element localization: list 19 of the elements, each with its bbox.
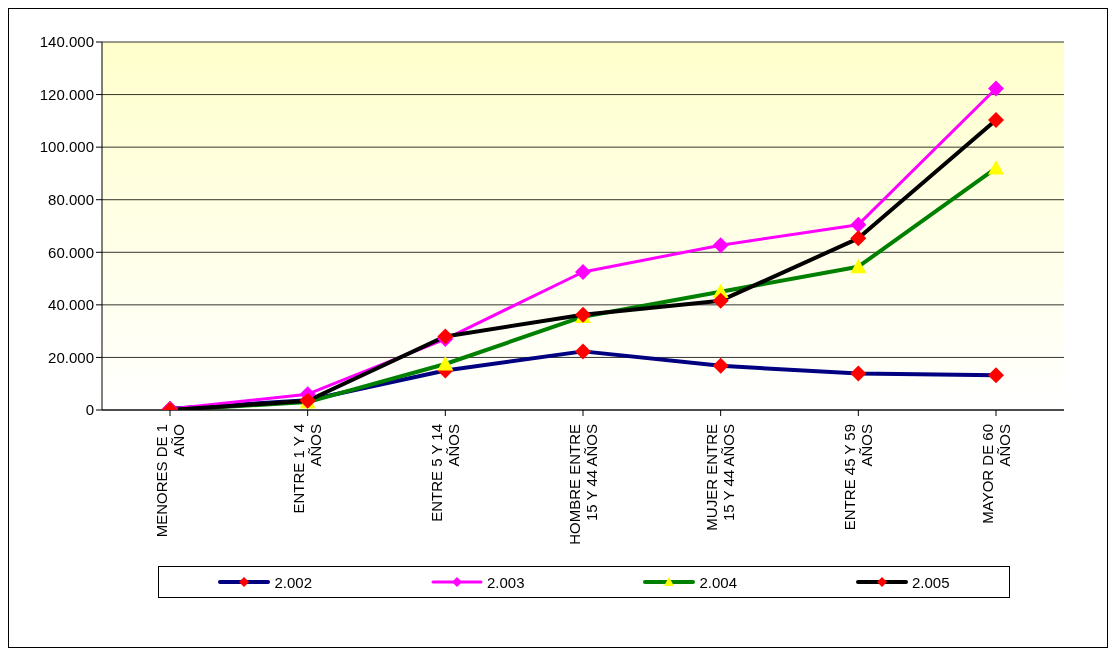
y-tick-label: 80.000 [48,191,94,209]
x-tick-label: ENTRE 1 Y 4 AÑOS [290,424,325,514]
y-tick-label: 120.000 [39,85,94,103]
y-tick-label: 40.000 [48,296,94,314]
y-tick-label: 60.000 [48,243,94,261]
x-tick-label: ENTRE 5 Y 14 AÑOS [427,424,462,522]
y-tick-label: 140.000 [39,33,94,51]
legend-label: 2.002 [274,573,313,591]
y-tick-label: 0 [85,401,94,419]
legend-label: 2.004 [699,573,738,591]
legend-label: 2.003 [486,573,525,591]
y-tick-label: 100.000 [39,138,94,156]
y-tick-label: 20.000 [48,348,94,366]
x-tick-label: MUJER ENTRE 15 Y 44 AÑOS [703,424,738,531]
x-tick-label: MAYOR DE 60 AÑOS [978,424,1013,524]
x-tick-label: MENORES DE 1 AÑO [152,424,187,538]
x-tick-label: HOMBRE ENTRE 15 Y 44 AÑOS [565,424,600,545]
x-tick-label: ENTRE 45 Y 59 AÑOS [840,424,875,531]
legend-label: 2.005 [911,573,950,591]
